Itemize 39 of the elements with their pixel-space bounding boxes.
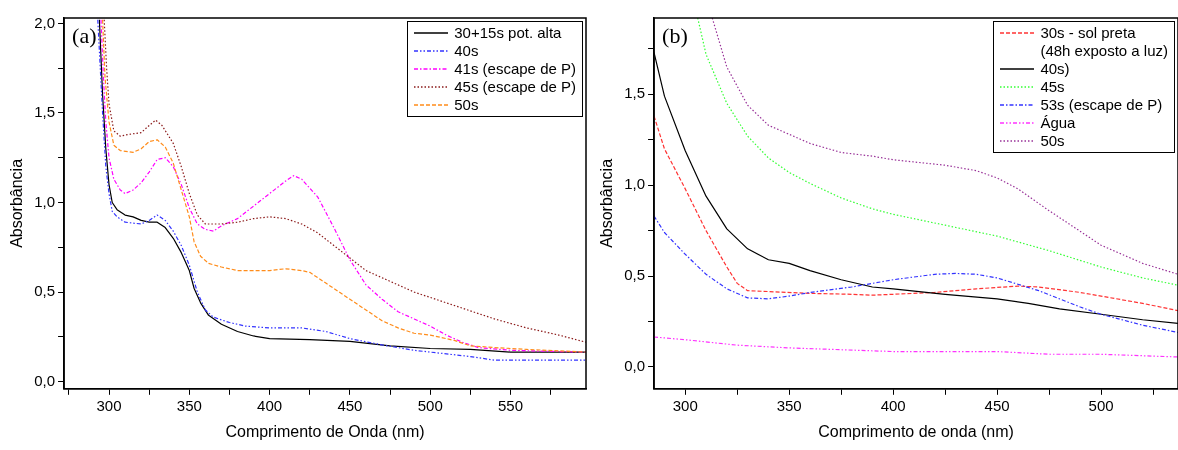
y-tick-label: 1,5 [34, 103, 56, 121]
legend-label: 45s (escape de P) [454, 78, 576, 96]
y-tick-label: 0,5 [624, 266, 646, 284]
y-tick-label: 0,5 [34, 282, 56, 300]
y-tick-label: 1,0 [624, 175, 646, 193]
line-series [654, 215, 1178, 334]
x-tick-label: 350 [776, 396, 802, 414]
legend-label: 30s - sol preta (48h exposto a luz) [1040, 24, 1168, 60]
x-tick-label: 500 [1088, 396, 1114, 414]
legend-label: 41s (escape de P) [454, 60, 576, 78]
legend-label: 53s (escape de P) [1040, 96, 1163, 114]
x-tick-label: 350 [176, 396, 202, 414]
x-tick-label: 300 [672, 396, 698, 414]
x-tick-label: 450 [984, 396, 1010, 414]
x-axis-title: Comprimento de Onda (nm) [225, 422, 425, 440]
x-tick-label: 400 [880, 396, 906, 414]
y-axis-title: Absorbância [598, 158, 616, 248]
annotation: (b) [662, 22, 688, 48]
legend-label: 40s [454, 42, 479, 60]
y-axis-title: Absorbância [8, 158, 26, 248]
annotation: (a) [72, 22, 97, 48]
legend-label: 50s [1040, 132, 1065, 150]
y-tick-label: 2,0 [34, 13, 56, 31]
legend-label: 30+15s pot. alta [454, 24, 562, 42]
y-tick-label: 1,0 [34, 192, 56, 210]
x-axis-title: Comprimento de onda (nm) [818, 422, 1014, 440]
x-tick-label: 550 [498, 396, 524, 414]
legend-label: 45s [1040, 78, 1065, 96]
y-tick-label: 0,0 [624, 357, 646, 375]
legend-label: 40s) [1040, 60, 1070, 78]
x-tick-label: 400 [257, 396, 283, 414]
line-series [654, 336, 1178, 358]
y-tick-label: 0,0 [34, 371, 56, 389]
y-tick-label: 1,5 [624, 84, 646, 102]
legend-label: Água [1040, 114, 1076, 132]
x-tick-label: 450 [337, 396, 363, 414]
x-tick-label: 300 [96, 396, 122, 414]
x-tick-label: 500 [417, 396, 443, 414]
legend-label: 50s [454, 96, 479, 114]
